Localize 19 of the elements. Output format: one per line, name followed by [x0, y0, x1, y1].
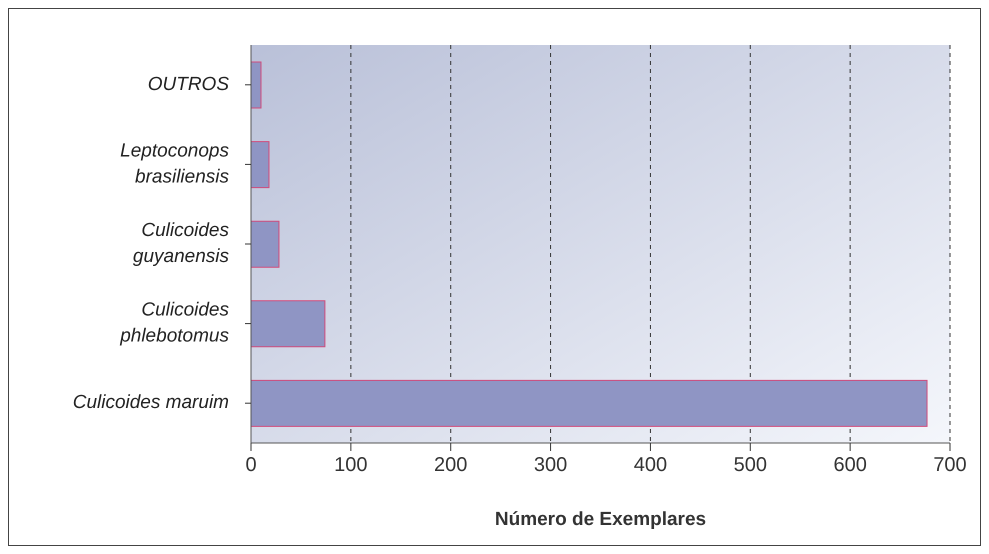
x-tick-label: 500 — [734, 454, 767, 476]
y-tick-label: Culicoides guyanensis — [132, 220, 230, 268]
y-tick-label: Culicoides phlebotomus — [119, 300, 230, 347]
x-tick-label: 0 — [245, 454, 257, 476]
bar — [251, 141, 270, 188]
y-tick-label: OUTROS — [148, 74, 230, 95]
bar — [251, 380, 928, 427]
x-tick-label: 400 — [634, 454, 668, 476]
x-axis-title: Número de Exemplares — [494, 509, 706, 530]
x-tick-label: 700 — [933, 454, 967, 476]
y-tick-label: Culicoides maruim — [72, 392, 229, 414]
x-tick-label: 300 — [534, 454, 568, 476]
bar — [251, 62, 262, 108]
x-tick-label: 600 — [833, 454, 867, 476]
bar — [251, 220, 280, 268]
x-tick-label: 100 — [334, 454, 368, 476]
y-tick-label: Leptoconops brasiliensis — [120, 140, 230, 188]
x-tick-label: 200 — [434, 454, 468, 476]
bar — [251, 300, 326, 348]
